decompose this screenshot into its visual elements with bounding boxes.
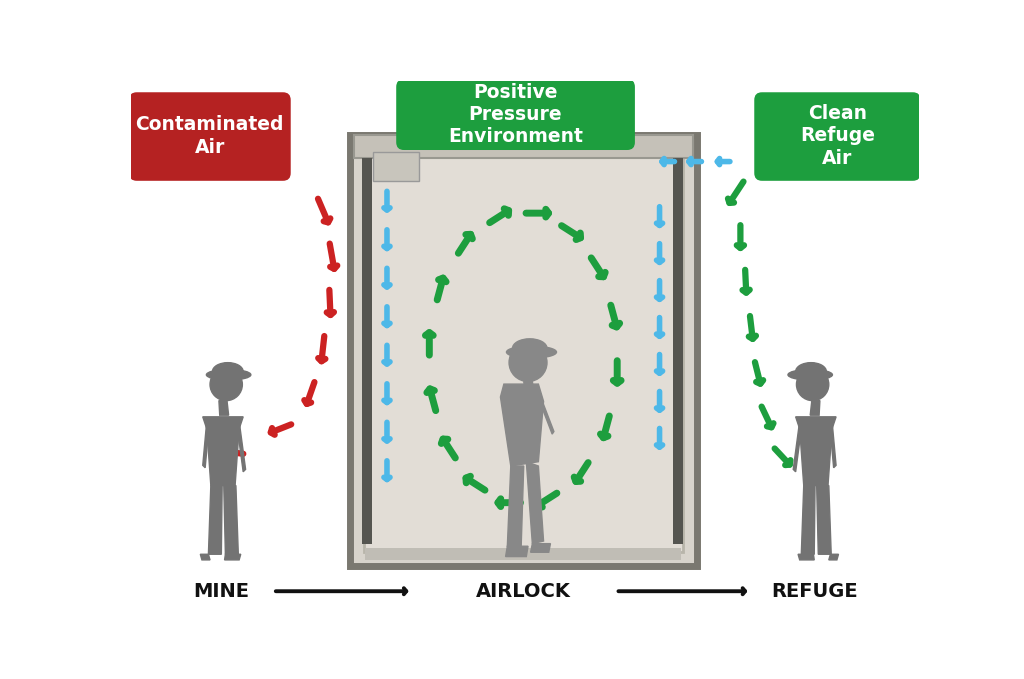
Polygon shape: [828, 554, 839, 560]
Polygon shape: [203, 417, 243, 485]
Polygon shape: [224, 485, 239, 554]
Bar: [364, 149, 683, 552]
Polygon shape: [526, 462, 544, 544]
Text: MINE: MINE: [194, 582, 250, 601]
Polygon shape: [203, 421, 209, 468]
Circle shape: [509, 344, 547, 382]
Text: REFUGE: REFUGE: [771, 582, 858, 601]
Polygon shape: [219, 401, 228, 415]
Polygon shape: [530, 544, 551, 552]
Bar: [674, 158, 683, 545]
Polygon shape: [501, 384, 544, 466]
Ellipse shape: [787, 369, 833, 380]
Polygon shape: [810, 401, 820, 415]
Text: AIRLOCK: AIRLOCK: [476, 582, 570, 601]
Circle shape: [210, 368, 243, 401]
Text: Clean
Refuge
Air: Clean Refuge Air: [800, 103, 874, 168]
Polygon shape: [507, 466, 523, 548]
Text: Positive
Pressure
Environment: Positive Pressure Environment: [449, 83, 583, 146]
Polygon shape: [796, 417, 836, 485]
FancyBboxPatch shape: [755, 92, 921, 181]
Polygon shape: [209, 485, 222, 554]
Bar: [362, 158, 372, 545]
Bar: [373, 151, 419, 181]
Polygon shape: [794, 421, 802, 472]
Text: Contaminated
Air: Contaminated Air: [135, 115, 284, 157]
Polygon shape: [523, 382, 535, 399]
Ellipse shape: [212, 363, 243, 380]
Polygon shape: [537, 391, 554, 434]
Bar: [350, 134, 696, 566]
Circle shape: [797, 368, 828, 401]
Ellipse shape: [207, 369, 251, 380]
Ellipse shape: [796, 363, 826, 380]
FancyBboxPatch shape: [396, 79, 635, 150]
Polygon shape: [798, 554, 814, 560]
Polygon shape: [506, 546, 528, 557]
Polygon shape: [802, 485, 815, 554]
Bar: [354, 134, 692, 158]
Polygon shape: [224, 554, 241, 560]
Polygon shape: [829, 421, 836, 468]
Bar: [366, 548, 681, 559]
Polygon shape: [201, 554, 210, 560]
FancyBboxPatch shape: [129, 92, 291, 181]
Polygon shape: [817, 485, 831, 554]
Polygon shape: [504, 391, 514, 439]
Polygon shape: [237, 421, 246, 472]
Ellipse shape: [507, 346, 556, 358]
Ellipse shape: [512, 339, 547, 358]
